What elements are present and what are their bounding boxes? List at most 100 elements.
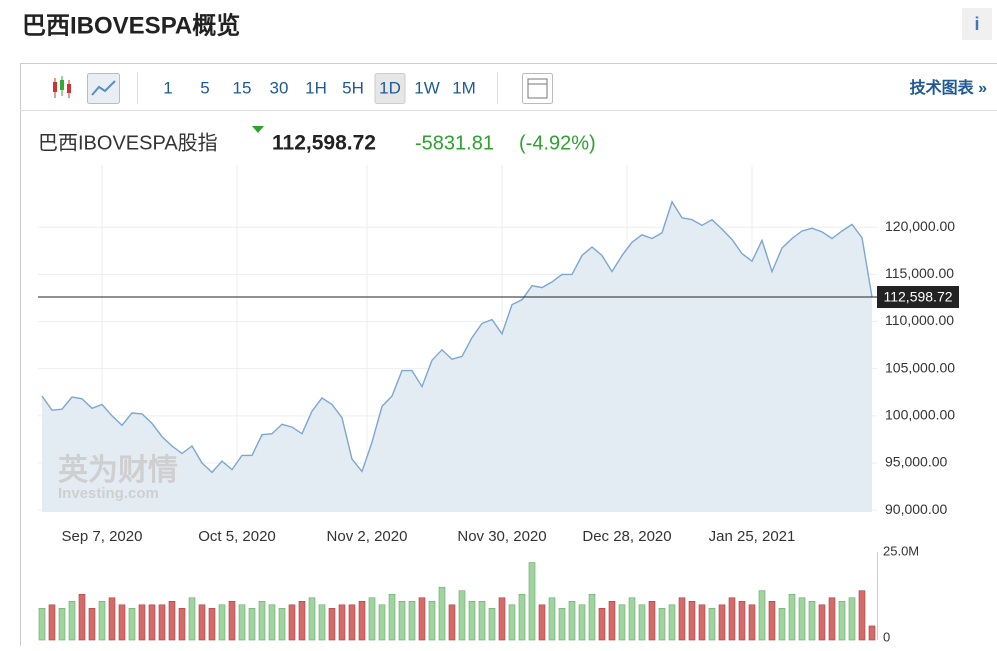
- volume-bar: [699, 605, 705, 640]
- volume-bar: [149, 605, 155, 640]
- volume-bar: [679, 598, 685, 640]
- y-tick-label: 120,000.00: [885, 218, 955, 234]
- volume-bar: [429, 601, 435, 640]
- volume-bar: [739, 601, 745, 640]
- volume-bar: [459, 591, 465, 640]
- last-price-label: 112,598.72: [883, 289, 952, 305]
- volume-bar: [469, 601, 475, 640]
- volume-bar: [859, 591, 865, 640]
- page-title: 巴西IBOVESPA概览: [22, 11, 240, 39]
- volume-bar: [849, 598, 855, 640]
- volume-bar: [309, 598, 315, 640]
- volume-bar: [79, 594, 85, 640]
- volume-bar: [509, 605, 515, 640]
- volume-bar: [479, 601, 485, 640]
- volume-bar: [819, 605, 825, 640]
- volume-bar: [659, 608, 665, 640]
- volume-bar: [839, 601, 845, 640]
- volume-bar: [409, 601, 415, 640]
- volume-bar: [829, 598, 835, 640]
- volume-bar: [639, 605, 645, 640]
- x-tick-label: Sep 7, 2020: [62, 528, 143, 545]
- volume-bar: [179, 608, 185, 640]
- interval-button[interactable]: 15: [233, 78, 252, 97]
- technical-chart-link[interactable]: 技术图表 »: [910, 78, 987, 97]
- volume-bar: [589, 594, 595, 640]
- volume-bar: [269, 605, 275, 640]
- volume-bar: [99, 601, 105, 640]
- volume-bar: [49, 605, 55, 640]
- volume-bar: [129, 608, 135, 640]
- volume-bar: [249, 608, 255, 640]
- volume-bar: [619, 605, 625, 640]
- volume-bar: [549, 598, 555, 640]
- volume-bar: [569, 601, 575, 640]
- watermark-sub: Investing.com: [58, 485, 159, 502]
- volume-bar: [329, 608, 335, 640]
- interval-button[interactable]: 1W: [414, 78, 440, 97]
- volume-tick-label: 25.0M: [883, 543, 919, 558]
- index-name: 巴西IBOVESPA股指: [38, 131, 218, 154]
- interval-button[interactable]: 1D: [379, 78, 401, 97]
- y-tick-label: 90,000.00: [885, 501, 947, 517]
- down-arrow: [252, 126, 264, 133]
- interval-button[interactable]: 1M: [452, 78, 476, 97]
- volume-bar: [439, 587, 445, 640]
- info-icon[interactable]: i: [974, 14, 979, 34]
- line-icon-button[interactable]: [88, 74, 120, 104]
- watermark: 英为财情: [58, 454, 178, 487]
- volume-tick-label: 0: [883, 629, 890, 644]
- volume-bar: [809, 601, 815, 640]
- table-button[interactable]: [523, 74, 553, 104]
- x-tick-label: Jan 25, 2021: [709, 528, 796, 545]
- x-tick-label: Nov 30, 2020: [457, 528, 546, 545]
- volume-bar: [369, 598, 375, 640]
- volume-bar: [749, 605, 755, 640]
- volume-bar: [299, 601, 305, 640]
- volume-bar: [159, 605, 165, 640]
- volume-bar: [259, 601, 265, 640]
- change: -5831.81: [415, 132, 494, 154]
- volume-bar: [339, 605, 345, 640]
- volume-bar: [349, 605, 355, 640]
- candle-icon[interactable]: [53, 76, 71, 98]
- y-tick-label: 100,000.00: [885, 407, 955, 423]
- volume-bar: [599, 608, 605, 640]
- interval-button[interactable]: 5: [200, 78, 209, 97]
- volume-bar: [499, 598, 505, 640]
- volume-bar: [539, 605, 545, 640]
- volume-bar: [219, 605, 225, 640]
- volume-bar: [209, 608, 215, 640]
- volume-bar: [789, 594, 795, 640]
- volume-bar: [389, 594, 395, 640]
- interval-button[interactable]: 30: [270, 78, 289, 97]
- volume-bar: [399, 601, 405, 640]
- volume-bar: [609, 601, 615, 640]
- volume-bar: [449, 605, 455, 640]
- volume-bar: [139, 605, 145, 640]
- x-tick-label: Nov 2, 2020: [327, 528, 408, 545]
- volume-bar: [529, 563, 535, 640]
- volume-bar: [39, 608, 45, 640]
- volume-bar: [689, 601, 695, 640]
- volume-bar: [69, 601, 75, 640]
- interval-button[interactable]: 5H: [342, 78, 364, 97]
- y-tick-label: 95,000.00: [885, 454, 947, 470]
- volume-bar: [719, 605, 725, 640]
- volume-bar: [559, 608, 565, 640]
- volume-bar: [169, 601, 175, 640]
- y-tick-label: 110,000.00: [885, 312, 954, 328]
- interval-button[interactable]: 1H: [305, 78, 327, 97]
- volume-bar: [869, 626, 875, 640]
- volume-bar: [379, 605, 385, 640]
- x-tick-label: Dec 28, 2020: [582, 528, 671, 545]
- volume-bar: [229, 601, 235, 640]
- volume-bar: [189, 598, 195, 640]
- volume-bar: [729, 598, 735, 640]
- volume-bar: [649, 601, 655, 640]
- volume-bar: [319, 605, 325, 640]
- volume-bar: [779, 608, 785, 640]
- interval-button[interactable]: 1: [163, 78, 172, 97]
